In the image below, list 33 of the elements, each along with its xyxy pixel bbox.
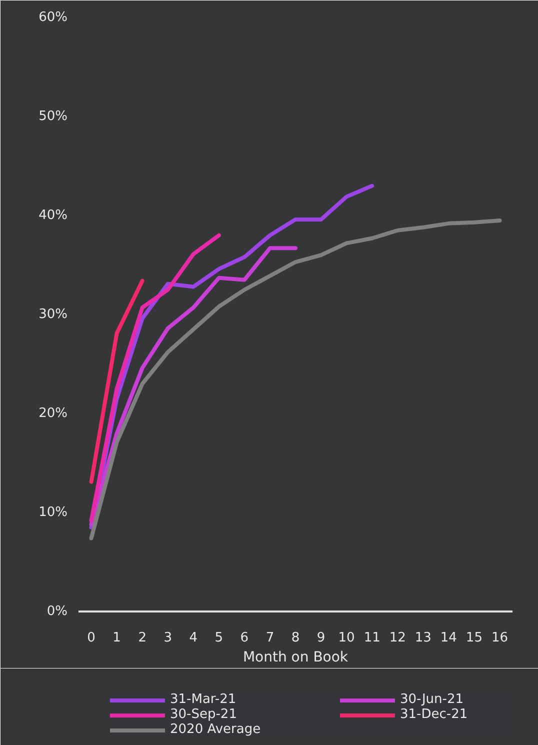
x-tick-label: 13	[414, 630, 432, 646]
y-tick-label: 40%	[38, 208, 68, 223]
y-tick-label: 30%	[38, 307, 68, 322]
x-tick-label: 9	[316, 630, 326, 646]
x-tick-label: 11	[364, 630, 380, 646]
x-tick-label: 16	[491, 630, 508, 646]
x-tick-label: 2	[138, 630, 146, 646]
y-tick-label: 10%	[38, 505, 68, 520]
line-series	[89, 246, 298, 526]
legend-label: 30-Jun-21	[400, 692, 465, 707]
y-tick-label: 0%	[46, 604, 68, 619]
line-series	[89, 218, 502, 540]
legend-label: 2020 Average	[170, 722, 262, 737]
y-tick-label: 20%	[38, 406, 68, 421]
legend-label: 30-Sep-21	[170, 707, 238, 722]
x-tick-label: 14	[440, 630, 457, 646]
y-tick-label: 50%	[38, 109, 68, 124]
y-tick-label: 60%	[38, 10, 68, 25]
x-tick-label: 12	[389, 630, 406, 646]
x-tick-label: 15	[466, 630, 482, 646]
x-tick-label: 5	[214, 630, 224, 646]
x-tick-label: 10	[338, 630, 355, 646]
legend-label: 31-Mar-21	[170, 692, 238, 707]
x-tick-label: 6	[240, 630, 249, 646]
x-tick-label: 8	[291, 630, 300, 646]
x-tick-label: 3	[164, 630, 172, 646]
x-tick-label: 1	[112, 630, 121, 646]
x-axis-title: Month on Book	[242, 650, 349, 666]
x-tick-label: 7	[266, 630, 274, 646]
legend-label: 31-Dec-21	[400, 707, 469, 722]
line-series	[89, 233, 221, 522]
x-tick-label: 0	[87, 630, 96, 646]
x-tick-label: 4	[189, 630, 198, 646]
